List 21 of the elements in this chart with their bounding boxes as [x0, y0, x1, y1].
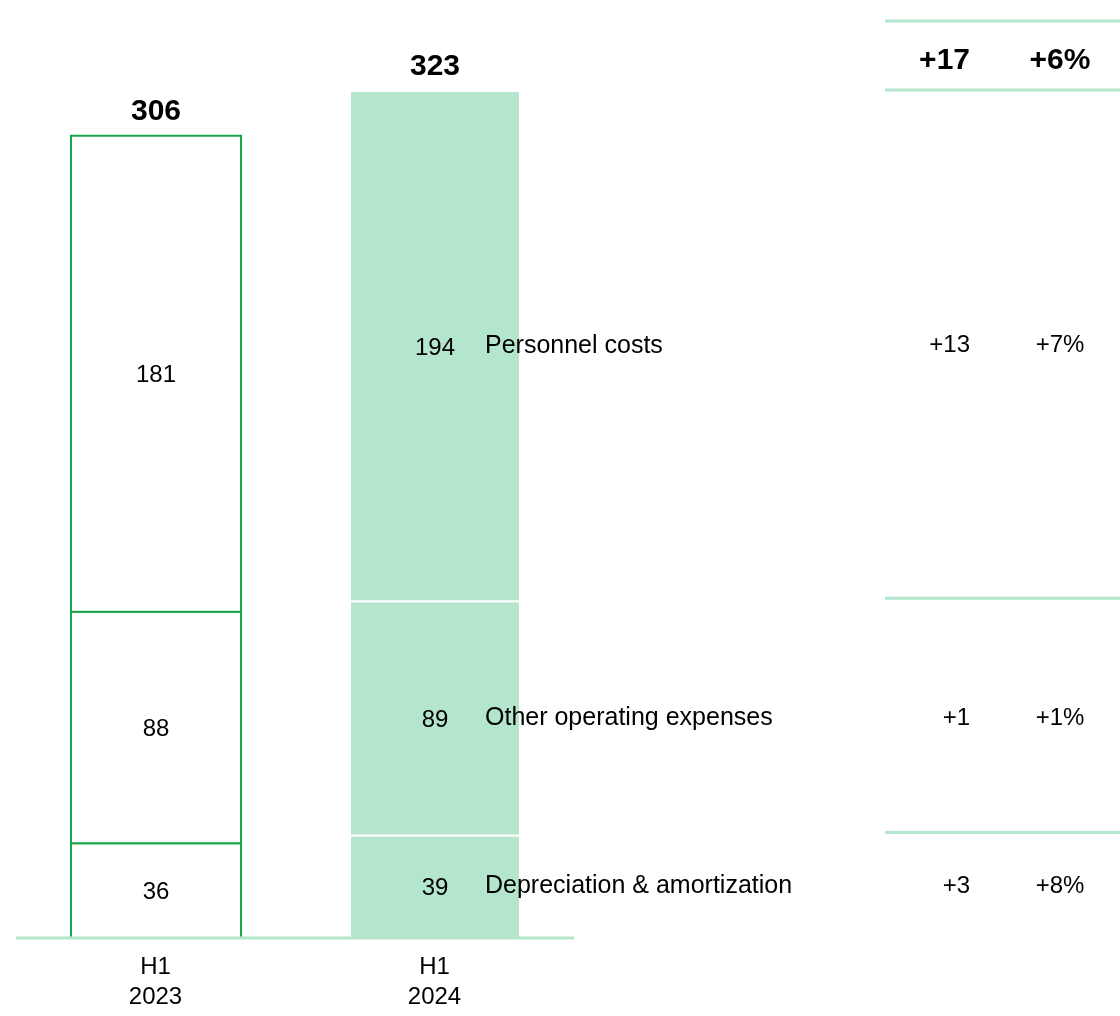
total-label: 323 [409, 48, 461, 81]
text: +1% [1035, 702, 1085, 730]
text: +8% [1035, 871, 1085, 899]
text: +6% [1029, 41, 1091, 75]
series-label: Depreciation & amortization [485, 870, 793, 899]
data-label: 89 [421, 704, 449, 732]
x-tick-label: H1 2024 [407, 952, 462, 1009]
data-label: 88 [142, 714, 170, 742]
text: +17 [919, 41, 970, 75]
data-label: 39 [421, 873, 449, 901]
data-label: 181 [135, 360, 177, 388]
series-label: Other operating expenses [485, 701, 773, 730]
data-label: 194 [414, 332, 456, 360]
data-label: 36 [142, 877, 170, 905]
series-label: Personnel costs [485, 329, 663, 358]
total-label: 306 [130, 92, 182, 126]
text: +13 [929, 330, 970, 358]
text: +1 [942, 702, 970, 730]
text: +7% [1035, 330, 1085, 358]
x-tick-label: H1 2023 [128, 952, 183, 1009]
text: +3 [942, 871, 970, 899]
